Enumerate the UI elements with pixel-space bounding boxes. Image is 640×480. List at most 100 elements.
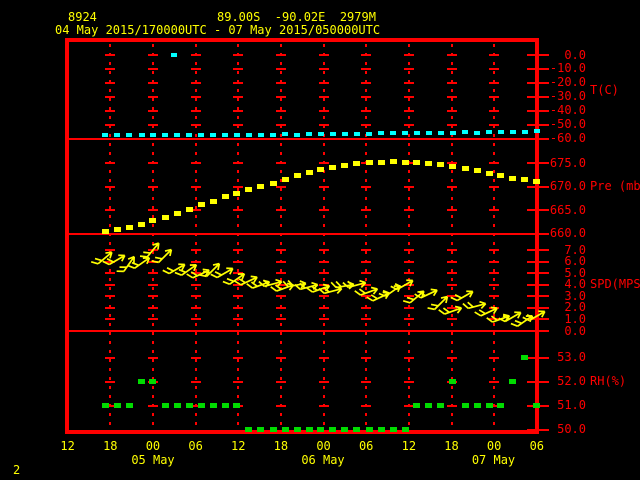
grid-tick xyxy=(190,185,201,188)
axis-tick xyxy=(527,162,549,164)
pressure-dot xyxy=(329,164,337,170)
pressure-dot xyxy=(293,173,301,179)
wind-barb xyxy=(497,311,522,323)
pressure-dot xyxy=(138,222,146,228)
y-axis-label: 1.0 xyxy=(564,311,586,326)
humidity-dot xyxy=(281,427,289,432)
grid-tick xyxy=(318,380,329,383)
humidity-dot xyxy=(473,403,481,408)
grid-tick xyxy=(489,272,500,275)
panel-unit-label: RH(%) xyxy=(590,374,627,388)
grid-tick xyxy=(489,209,500,211)
grid-tick xyxy=(190,209,201,211)
grid-tick xyxy=(403,380,414,383)
temperature-dot xyxy=(390,131,397,136)
temperature-dot xyxy=(257,132,264,137)
grid-tick xyxy=(147,162,158,164)
axis-tick xyxy=(527,109,549,112)
pressure-dot xyxy=(281,176,289,182)
grid-tick xyxy=(403,356,414,359)
x-axis-date-label: 06 May xyxy=(301,453,345,467)
grid-tick xyxy=(318,109,329,112)
axis-tick xyxy=(527,272,549,275)
wind-barb xyxy=(282,279,307,289)
humidity-dot xyxy=(209,403,217,408)
grid-tick xyxy=(489,95,500,98)
grid-tick xyxy=(233,283,244,286)
grid-tick xyxy=(403,81,414,84)
grid-tick xyxy=(147,318,158,321)
grid-tick xyxy=(190,54,201,56)
grid-tick xyxy=(361,404,372,407)
grid-tick xyxy=(275,249,286,251)
grid-tick xyxy=(105,249,116,251)
grid-tick xyxy=(233,209,244,211)
grid-tick xyxy=(147,404,158,407)
pressure-dot xyxy=(497,173,505,179)
x-axis-hour-label: 12 xyxy=(231,439,246,453)
temperature-dot xyxy=(186,132,193,137)
grid-column xyxy=(322,44,325,428)
humidity-dot xyxy=(509,379,517,384)
y-axis-label: -20.0 xyxy=(549,75,586,90)
humidity-dot xyxy=(161,403,169,408)
grid-tick xyxy=(105,54,116,56)
humidity-dot xyxy=(305,427,313,432)
grid-tick xyxy=(318,318,329,321)
pressure-dot xyxy=(101,229,109,235)
grid-column xyxy=(109,44,112,428)
x-axis-hour-label: 00 xyxy=(316,439,331,453)
humidity-dot xyxy=(365,427,373,432)
y-axis-label: -30.0 xyxy=(549,89,586,104)
grid-tick xyxy=(318,54,329,56)
humidity-dot xyxy=(233,403,241,408)
pressure-dot xyxy=(425,160,433,166)
grid-tick xyxy=(105,380,116,383)
grid-tick xyxy=(446,81,457,84)
temperature-dot xyxy=(126,132,133,137)
wind-barb xyxy=(127,256,150,269)
pressure-dot xyxy=(161,214,169,220)
pressure-dot xyxy=(221,194,229,200)
grid-tick xyxy=(403,185,414,188)
humidity-dot xyxy=(485,403,493,408)
temperature-dot xyxy=(317,132,324,137)
temperature-dot xyxy=(497,130,504,135)
grid-tick xyxy=(275,260,286,263)
humidity-dot xyxy=(257,427,265,432)
grid-tick xyxy=(147,109,158,112)
grid-tick xyxy=(489,54,500,56)
wind-barb xyxy=(91,251,114,265)
pressure-dot xyxy=(149,218,157,224)
grid-tick xyxy=(105,356,116,359)
axis-tick xyxy=(527,81,549,84)
pressure-dot xyxy=(533,179,541,185)
grid-tick xyxy=(446,54,457,56)
grid-tick xyxy=(275,81,286,84)
y-axis-label: 675.0 xyxy=(549,155,586,170)
humidity-dot xyxy=(173,403,181,408)
temperature-dot xyxy=(210,133,217,138)
pressure-dot xyxy=(461,166,469,172)
grid-tick xyxy=(233,123,244,126)
grid-tick xyxy=(318,356,329,359)
temperature-dot xyxy=(462,130,468,135)
pressure-dot xyxy=(173,210,181,216)
grid-tick xyxy=(489,81,500,84)
grid-column xyxy=(407,44,410,428)
grid-tick xyxy=(446,109,457,112)
wind-barb xyxy=(199,262,221,277)
wind-barb xyxy=(117,255,136,273)
pressure-dot xyxy=(269,180,277,186)
temperature-dot xyxy=(474,130,481,135)
grid-tick xyxy=(233,249,244,251)
pressure-dot xyxy=(365,160,373,166)
temperature-dot xyxy=(329,132,336,137)
grid-tick xyxy=(233,318,244,321)
grid-tick xyxy=(403,54,414,56)
x-axis-hour-label: 00 xyxy=(486,439,502,453)
grid-tick xyxy=(403,318,414,321)
grid-tick xyxy=(318,260,329,263)
grid-tick xyxy=(489,162,500,164)
